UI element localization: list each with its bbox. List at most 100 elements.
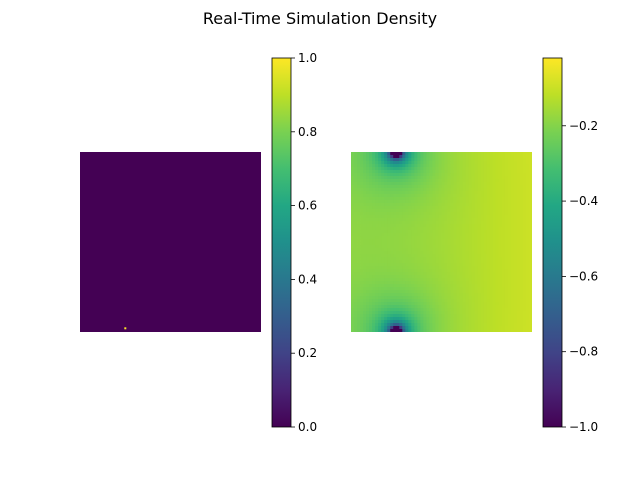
- heatmap-right-cell: [447, 239, 451, 243]
- heatmap-right-cell: [483, 302, 488, 306]
- heatmap-right-cell: [513, 308, 518, 312]
- heatmap-right-cell: [399, 269, 403, 273]
- heatmap-right-cell: [528, 152, 532, 156]
- heatmap-right-cell: [507, 248, 512, 252]
- heatmap-right-cell: [489, 194, 494, 198]
- heatmap-right-cell: [444, 263, 448, 267]
- heatmap-right-cell: [504, 173, 509, 177]
- heatmap-right-cell: [480, 248, 485, 252]
- colorbar-right-tick-label: −0.8: [569, 345, 598, 359]
- heatmap-right-cell: [471, 284, 476, 288]
- heatmap-right-cell: [450, 308, 454, 312]
- heatmap-right-cell: [366, 299, 370, 303]
- heatmap-right-cell: [444, 206, 448, 210]
- heatmap-right-cell: [513, 293, 518, 297]
- heatmap-right-cell: [507, 179, 512, 183]
- heatmap-right-cell: [357, 236, 361, 240]
- heatmap-right-cell: [486, 245, 491, 249]
- heatmap-right-cell: [483, 326, 488, 330]
- heatmap-right-cell: [441, 176, 445, 180]
- heatmap-right-cell: [513, 272, 518, 276]
- heatmap-right-cell: [393, 320, 397, 324]
- heatmap-right-cell: [510, 158, 515, 162]
- heatmap-right-cell: [405, 200, 409, 204]
- heatmap-right-cell: [357, 287, 361, 291]
- heatmap-right-cell: [357, 245, 361, 249]
- heatmap-right-cell: [402, 158, 406, 162]
- heatmap-right-cell: [459, 206, 464, 210]
- heatmap-right-cell: [513, 257, 518, 261]
- heatmap-right-cell: [414, 317, 418, 321]
- heatmap-right-cell: [420, 266, 424, 270]
- heatmap-right-cell: [363, 188, 367, 192]
- heatmap-right-cell: [489, 167, 494, 171]
- heatmap-right-cell: [384, 152, 388, 156]
- heatmap-right-cell: [513, 263, 518, 267]
- heatmap-right-cell: [354, 215, 358, 219]
- heatmap-right-cell: [456, 311, 460, 315]
- heatmap-right-cell: [483, 218, 488, 222]
- heatmap-right-cell: [357, 170, 361, 174]
- heatmap-right-cell: [393, 233, 397, 237]
- heatmap-right-cell: [528, 293, 532, 297]
- heatmap-right-cell: [519, 236, 524, 240]
- heatmap-right-cell: [417, 185, 421, 189]
- heatmap-right-cell: [504, 245, 509, 249]
- heatmap-right-cell: [516, 155, 521, 159]
- heatmap-right-cell: [384, 287, 388, 291]
- heatmap-right-cell: [408, 185, 412, 189]
- heatmap-right-cell: [423, 152, 427, 156]
- heatmap-right-cell: [522, 203, 527, 207]
- heatmap-right-cell: [405, 242, 409, 246]
- colorbar-left-tick-label: 0.6: [298, 199, 317, 213]
- heatmap-right-cell: [426, 239, 430, 243]
- heatmap-right-cell: [384, 158, 388, 162]
- heatmap-right-cell: [459, 236, 464, 240]
- heatmap-right-cell: [438, 278, 442, 282]
- heatmap-right-cell: [411, 224, 415, 228]
- heatmap-right-cell: [402, 293, 406, 297]
- heatmap-right-cell: [420, 179, 424, 183]
- heatmap-right-cell: [453, 173, 457, 177]
- heatmap-right-cell: [402, 266, 406, 270]
- heatmap-right-cell: [498, 182, 503, 186]
- heatmap-right-cell: [492, 197, 497, 201]
- heatmap-right-cell: [453, 326, 457, 330]
- heatmap-right-cell: [357, 152, 361, 156]
- heatmap-right-cell: [528, 305, 532, 309]
- heatmap-right-cell: [399, 308, 403, 312]
- heatmap-right-cell: [417, 245, 421, 249]
- heatmap-right-cell: [366, 257, 370, 261]
- heatmap-right-cell: [387, 176, 391, 180]
- heatmap-right-cell: [510, 320, 515, 324]
- heatmap-right-cell: [375, 266, 379, 270]
- heatmap-right-cell: [501, 188, 506, 192]
- heatmap-right-cell: [369, 317, 373, 321]
- heatmap-right-cell: [381, 284, 385, 288]
- heatmap-right-cell: [357, 191, 361, 195]
- heatmap-right-cell: [390, 260, 394, 264]
- heatmap-right-cell: [528, 281, 532, 285]
- heatmap-right-cell: [474, 227, 479, 231]
- heatmap-right-cell: [483, 161, 488, 165]
- heatmap-right-cell: [399, 272, 403, 276]
- heatmap-right-cell: [471, 320, 476, 324]
- heatmap-right-cell: [438, 182, 442, 186]
- heatmap-right-cell: [525, 176, 530, 180]
- heatmap-right-cell: [372, 200, 376, 204]
- heatmap-right-cell: [426, 182, 430, 186]
- heatmap-right-cell: [519, 269, 524, 273]
- heatmap-right-cell: [417, 287, 421, 291]
- heatmap-right-cell: [426, 290, 430, 294]
- heatmap-right-cell: [483, 254, 488, 258]
- heatmap-right-cell: [510, 299, 515, 303]
- heatmap-right-cell: [468, 263, 473, 267]
- heatmap-right-cell: [525, 164, 530, 168]
- heatmap-right-cell: [384, 293, 388, 297]
- heatmap-right-cell: [384, 305, 388, 309]
- heatmap-right-cell: [405, 254, 409, 258]
- heatmap-right-cell: [480, 233, 485, 237]
- heatmap-right-cell: [483, 158, 488, 162]
- heatmap-right-cell: [393, 284, 397, 288]
- heatmap-right-cell: [372, 158, 376, 162]
